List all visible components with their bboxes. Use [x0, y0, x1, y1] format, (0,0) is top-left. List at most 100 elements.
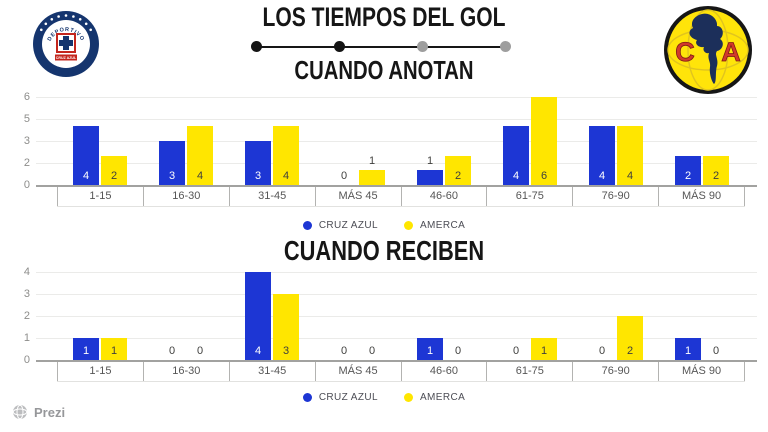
bar-value-label: 4 [254, 345, 262, 357]
bar-cruz-azul [245, 141, 271, 185]
page-title: LOS TIEMPOS DEL GOL [262, 2, 506, 32]
y-axis-tick-label: 2 [23, 157, 30, 169]
bar-cruz-azul [675, 156, 701, 185]
legend-label: CRUZ AZUL [318, 392, 378, 403]
bar-cruz-azul [73, 338, 99, 360]
bar-value-label: 4 [196, 170, 204, 182]
timeline-dot [500, 41, 511, 52]
bar-amerca [273, 126, 299, 185]
x-axis-line [36, 360, 757, 362]
x-axis-category-row: 1-15 16-30 31-45 MÁS 45 46-60 61-75 76-90 MÁS 9… [57, 187, 745, 207]
bar-value-label: 4 [282, 170, 290, 182]
gridline [36, 272, 757, 273]
timeline-dot [251, 41, 262, 52]
bar-value-label: 4 [626, 170, 634, 182]
chart-legend: CRUZ AZUL AMERCA [0, 392, 768, 403]
y-axis-tick-label: 5 [23, 113, 30, 125]
gridline [36, 316, 757, 317]
cruz-azul-stars [40, 14, 92, 32]
bar-cruz-azul [73, 126, 99, 185]
x-axis-category-label: 76-90 [572, 362, 658, 381]
bar-cruz-azul [417, 170, 443, 185]
bar-cruz-azul [675, 338, 701, 360]
bar-amerca [531, 97, 557, 185]
legend-item: AMERCA [403, 220, 466, 231]
bar-value-label: 0 [368, 345, 376, 357]
bar-value-label: 3 [168, 170, 176, 182]
chart-title: CUANDO RECIBEN [283, 235, 485, 266]
bar-value-label: 0 [712, 345, 720, 357]
y-axis-tick-label: 2 [23, 310, 30, 322]
bar-value-label: 1 [82, 345, 90, 357]
bar-amerca [531, 338, 557, 360]
cruz-azul-cross [59, 36, 73, 50]
y-axis-tick-label: 0 [23, 354, 30, 366]
legend-color-dot [403, 393, 413, 402]
chart-legend: CRUZ AZUL AMERCA [0, 220, 768, 231]
y-axis-tick-label: 3 [23, 288, 30, 300]
bar-cruz-azul [159, 141, 185, 185]
bar-amerca [101, 338, 127, 360]
bar-value-label: 2 [626, 345, 634, 357]
prezi-logo[interactable]: Prezi [12, 404, 65, 420]
bar-value-label: 0 [168, 345, 176, 357]
x-axis-category-label: 31-45 [228, 362, 315, 381]
timeline-progress [251, 41, 511, 53]
x-axis-category-label: MÁS 45 [314, 187, 401, 206]
bar-value-label: 0 [598, 345, 606, 357]
x-axis-category-label: 46-60 [400, 187, 487, 206]
bar-cruz-azul [589, 126, 615, 185]
x-axis-category-label: MÁS 90 [658, 187, 745, 206]
bar-cruz-azul [417, 338, 443, 360]
america-letter-c: C [675, 37, 695, 67]
y-axis-tick-label: 3 [23, 135, 30, 147]
bar-value-label: 2 [684, 170, 692, 182]
bar-value-label: 4 [82, 170, 90, 182]
bar-value-label: 1 [110, 345, 118, 357]
x-axis-category-label: 46-60 [400, 362, 487, 381]
prezi-wordmark: Prezi [34, 404, 66, 420]
bar-value-label: 2 [712, 170, 720, 182]
legend-color-dot [302, 393, 312, 402]
bar-value-label: 0 [196, 345, 204, 357]
bar-amerca [101, 156, 127, 185]
timeline-line [255, 46, 507, 48]
legend-item: CRUZ AZUL [302, 392, 378, 403]
plot-area: 6 5 3 2 0 1-15 16-30 31-45 MÁS 45 46-60 61-75 76-90… [24, 91, 757, 207]
america-letter-a: A [721, 37, 741, 67]
x-axis-category-label: 76-90 [572, 187, 658, 206]
x-axis-category-label: MÁS 90 [658, 362, 745, 381]
bar-value-label: 1 [426, 155, 434, 167]
bar-amerca [359, 170, 385, 185]
bar-amerca [703, 156, 729, 185]
america-continent [689, 13, 723, 84]
legend-color-dot [302, 221, 312, 230]
gridline [36, 294, 757, 295]
x-axis-category-label: MÁS 45 [314, 362, 401, 381]
plot-area: 4 3 2 1 0 1-15 16-30 31-45 MÁS 45 46-60 61-75 76-90… [24, 266, 757, 382]
bar-value-label: 1 [540, 345, 548, 357]
gridline [36, 119, 757, 120]
bar-amerca [273, 294, 299, 360]
y-axis-tick-label: 0 [23, 179, 30, 191]
legend-color-dot [403, 221, 413, 230]
cruz-azul-banner-text: CRUZ AZUL [56, 56, 77, 60]
bar-value-label: 3 [282, 345, 290, 357]
x-axis-category-label: 61-75 [486, 362, 572, 381]
bar-cruz-azul [503, 126, 529, 185]
bar-value-label: 0 [340, 345, 348, 357]
bar-value-label: 0 [340, 170, 348, 182]
gridline [36, 163, 757, 164]
legend-item: CRUZ AZUL [302, 220, 378, 231]
legend-label: CRUZ AZUL [318, 220, 378, 231]
gridline [36, 97, 757, 98]
bar-value-label: 2 [454, 170, 462, 182]
x-axis-category-label: 61-75 [486, 187, 572, 206]
bar-value-label: 1 [368, 155, 376, 167]
gridline [36, 141, 757, 142]
legend-label: AMERCA [419, 220, 466, 231]
y-axis-tick-label: 4 [23, 266, 30, 278]
